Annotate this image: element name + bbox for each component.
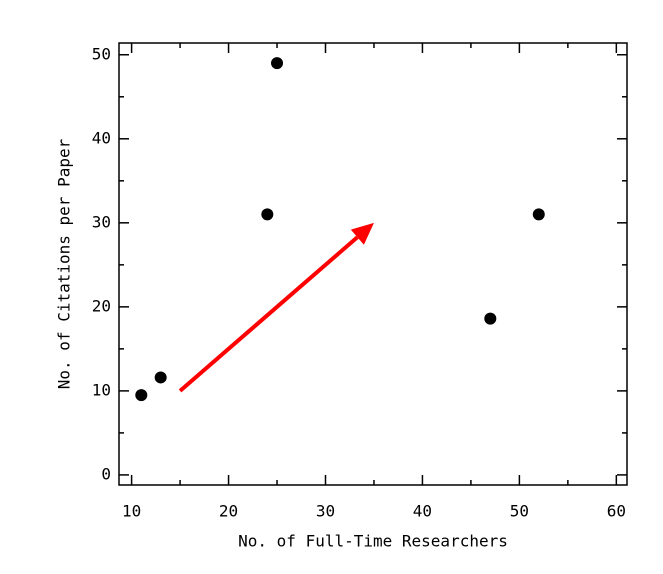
y-tick-label: 30: [92, 212, 111, 231]
point: [271, 57, 284, 70]
x-tick-label: 20: [219, 502, 238, 521]
x-axis-title: No. of Full-Time Researchers: [238, 532, 508, 551]
x-tick-label: 40: [413, 502, 432, 521]
y-tick-label: 20: [92, 296, 111, 315]
plot-frame: [118, 42, 628, 486]
point: [135, 389, 148, 402]
y-tick-label: 50: [92, 44, 111, 63]
point: [261, 208, 274, 221]
y-axis-title: No. of Citations per Paper: [55, 138, 74, 389]
y-tick-label: 0: [101, 464, 111, 483]
point: [484, 312, 497, 325]
y-tick-label: 10: [92, 380, 111, 399]
point: [154, 371, 167, 384]
arrow-head: [350, 222, 374, 245]
x-tick-label: 10: [122, 502, 141, 521]
arrow-shaft: [178, 235, 359, 393]
x-tick-label: 50: [510, 502, 529, 521]
y-tick-label: 40: [92, 128, 111, 147]
x-tick-label: 60: [607, 502, 626, 521]
x-tick-label: 30: [316, 502, 335, 521]
point: [532, 208, 545, 221]
